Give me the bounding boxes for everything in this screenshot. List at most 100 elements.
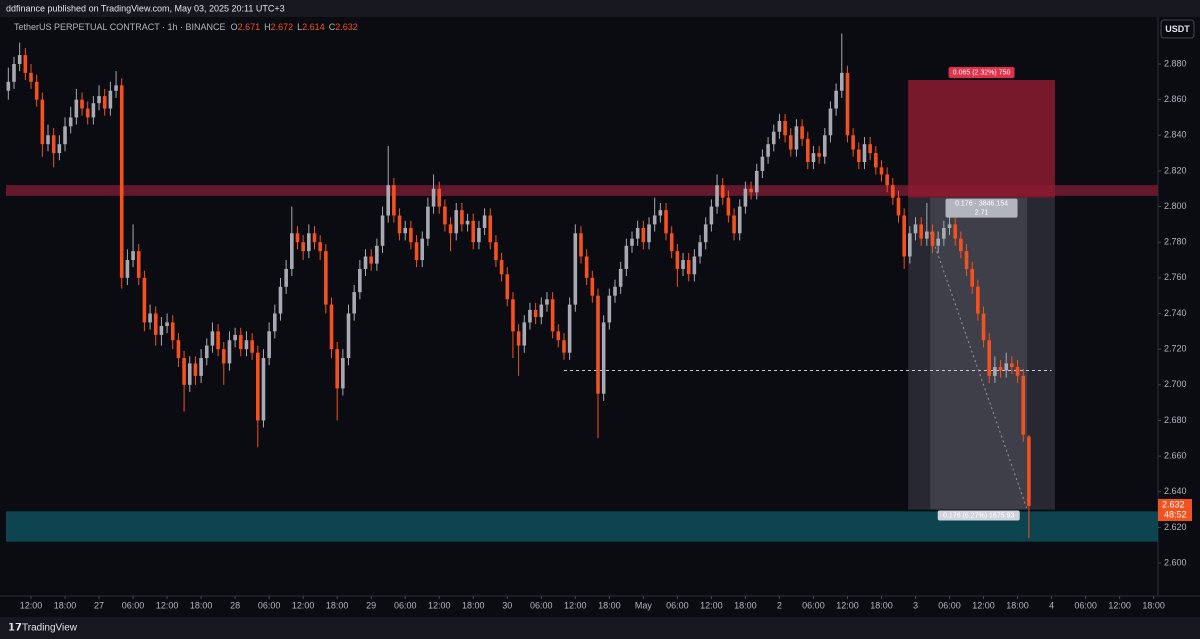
candle-body — [312, 233, 317, 243]
y-tick-label: 2.820 — [1164, 165, 1187, 175]
y-tick-label: 2.840 — [1164, 130, 1187, 140]
candle-body — [136, 251, 141, 278]
footer — [0, 617, 1200, 639]
x-tick-label: 18:00 — [1142, 600, 1165, 610]
candle-body — [590, 277, 595, 296]
stop-label: 0.065 (2.32%) 750 — [953, 69, 1011, 76]
x-tick-label: 3 — [913, 600, 918, 610]
candle-body — [641, 227, 646, 243]
candle-body — [6, 81, 11, 91]
candle-body — [976, 286, 980, 314]
candle-body — [970, 268, 974, 287]
countdown: 48:52 — [1164, 509, 1187, 519]
candle-body — [397, 215, 402, 234]
x-tick-label: 06:00 — [802, 600, 825, 610]
y-tick-label: 2.860 — [1164, 94, 1187, 104]
candle-body — [607, 295, 612, 323]
candle-body — [80, 99, 84, 109]
candle-body — [754, 170, 759, 193]
candle-body — [743, 188, 748, 207]
candle-body — [783, 121, 787, 136]
y-tick-label: 2.620 — [1164, 522, 1187, 532]
candle-body — [533, 309, 538, 318]
candle-body — [596, 295, 600, 394]
candle-body — [85, 108, 90, 118]
candle-body — [913, 224, 918, 234]
candle-body — [409, 227, 413, 243]
candle-body — [193, 363, 198, 376]
candle-body — [290, 233, 294, 269]
candle-body — [709, 206, 714, 225]
candle-body — [794, 126, 799, 150]
candle-body — [686, 260, 691, 275]
candle-body — [681, 260, 685, 269]
candle-body — [777, 121, 782, 132]
candle-body — [125, 260, 130, 278]
candle-body — [669, 233, 674, 252]
x-tick-label: 27 — [94, 600, 104, 610]
x-tick-label: 06:00 — [122, 600, 145, 610]
candle-body — [834, 90, 838, 109]
candle-body — [244, 340, 249, 350]
candle-body — [1027, 436, 1031, 506]
candle-body — [63, 126, 67, 145]
candle-body — [896, 197, 901, 216]
candle-body — [204, 345, 209, 359]
trade-path — [929, 232, 1028, 510]
candle-body — [221, 349, 226, 364]
candle-body — [925, 231, 929, 239]
x-tick-label: 18:00 — [462, 600, 485, 610]
currency-button[interactable] — [1160, 19, 1195, 39]
c-value: 2.632 — [335, 22, 358, 32]
candle-body — [261, 358, 266, 421]
x-tick-label: 12:00 — [700, 600, 723, 610]
x-tick-label: 18:00 — [734, 600, 757, 610]
candle-body — [267, 331, 271, 359]
candle-body — [176, 340, 181, 359]
x-tick-label: 18:00 — [190, 600, 213, 610]
y-tick-label: 2.740 — [1164, 308, 1187, 318]
candle-body — [601, 322, 606, 394]
x-tick-label: 18:00 — [870, 600, 893, 610]
candle-body — [732, 215, 736, 234]
x-tick-label: 30 — [502, 600, 512, 610]
candle-body — [567, 304, 572, 353]
candle-body — [692, 256, 697, 275]
candle-body — [800, 126, 804, 139]
candle-body — [942, 227, 946, 239]
candle-body — [891, 185, 895, 198]
candle-body — [12, 63, 16, 82]
candle-body — [499, 260, 504, 275]
y-tick-label: 2.600 — [1164, 557, 1187, 567]
candle-body — [482, 215, 487, 228]
candle-body — [817, 153, 821, 157]
price-label-box — [1158, 498, 1192, 521]
candle-body — [505, 274, 510, 300]
candle-body — [227, 340, 232, 364]
candle-body — [630, 238, 634, 246]
candle-body — [91, 103, 96, 118]
candle-body — [930, 231, 935, 246]
candle-body — [142, 277, 147, 323]
x-tick-label: 18:00 — [598, 600, 621, 610]
candle-body — [647, 224, 651, 243]
candle-body — [839, 72, 844, 91]
x-tick-label: 12:00 — [156, 600, 179, 610]
candle-body — [431, 188, 436, 207]
x-tick-label: 12:00 — [20, 600, 43, 610]
candle-body — [862, 144, 867, 163]
candle-body — [788, 135, 793, 150]
candle-body — [857, 149, 861, 163]
candle-body — [153, 313, 158, 335]
candle-body — [919, 224, 923, 239]
candle-body — [545, 299, 549, 305]
candle-body — [811, 153, 816, 163]
target-fill — [930, 197, 1028, 510]
candle-body — [341, 358, 345, 389]
candle-body — [720, 185, 725, 198]
candle-body — [273, 313, 277, 332]
candle-body — [414, 242, 419, 261]
candle-body — [624, 245, 629, 269]
h-label: H — [264, 22, 271, 32]
